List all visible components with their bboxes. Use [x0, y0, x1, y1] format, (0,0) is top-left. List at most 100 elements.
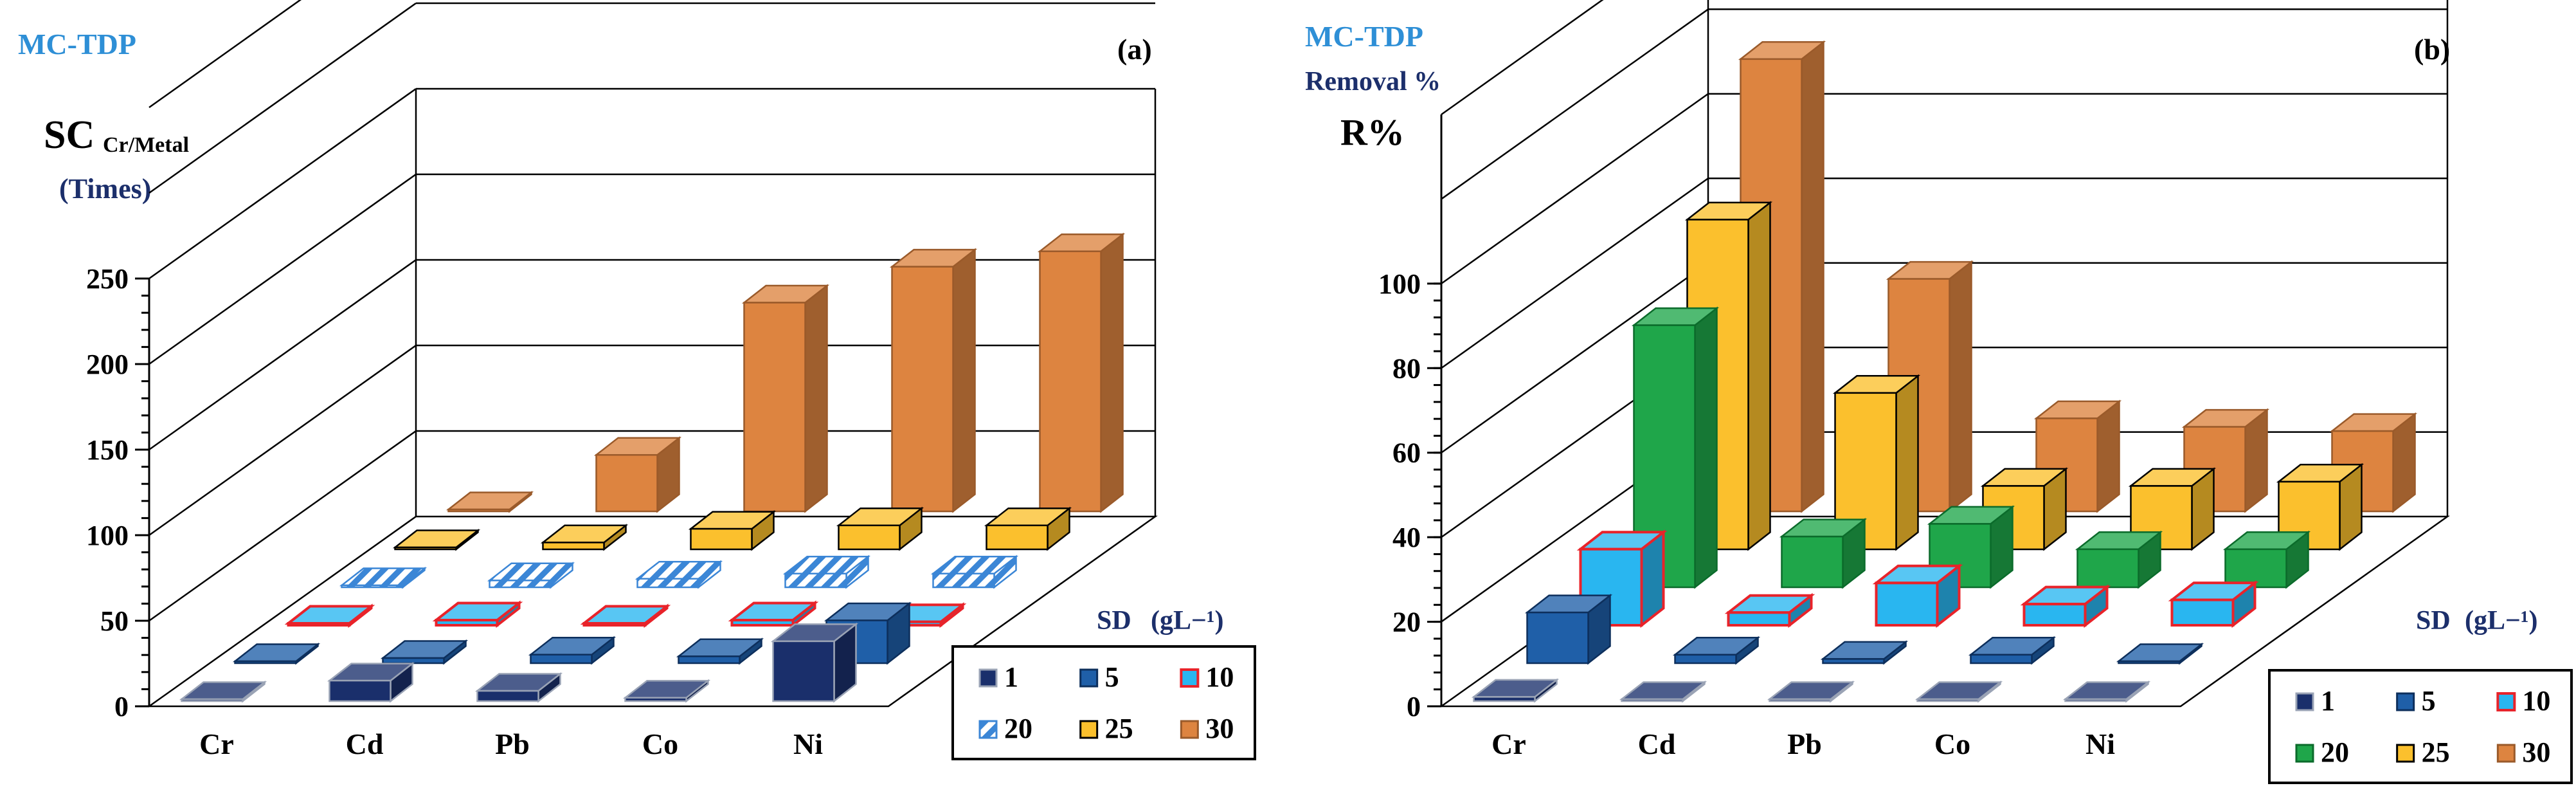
- legend-swatch-5: [2396, 692, 2415, 711]
- bar-top: [232, 643, 321, 663]
- bar-front: [382, 657, 445, 664]
- bar-1-Ni: [770, 622, 859, 703]
- bar-5-Pb: [528, 636, 617, 665]
- bar-front: [986, 524, 1049, 551]
- bar-20-Cd: [487, 562, 575, 589]
- bar-10-Co: [2020, 584, 2111, 628]
- side-gridline: [149, 87, 417, 280]
- bar-front: [530, 654, 593, 664]
- panel-a-ylabel-sub: Cr/Metal: [103, 133, 189, 157]
- back-wall: [149, 0, 1157, 622]
- legend: 1 5 10 20 25 30: [951, 645, 1256, 760]
- bar-5-Cd: [1672, 636, 1761, 665]
- y-tick-label: 100: [86, 520, 129, 551]
- bar-front: [2076, 548, 2139, 589]
- bar-5-Pb: [1820, 640, 1909, 665]
- bar-front: [582, 622, 647, 627]
- panel-a-legend-title: SD: [1097, 606, 1131, 636]
- legend-swatch-10: [2496, 692, 2516, 711]
- bar-25-Ni: [984, 506, 1072, 551]
- side-gridline: [149, 173, 417, 365]
- bar-20-Ni: [930, 554, 1019, 589]
- bar-front: [932, 572, 995, 589]
- bar-20-Cr: [339, 566, 428, 589]
- bar-top: [284, 605, 375, 625]
- bar-1-Ni: [2062, 680, 2151, 703]
- bar-top: [622, 679, 711, 699]
- y-tick-label: 80: [1392, 353, 1421, 384]
- legend-label-30: 30: [2522, 737, 2550, 768]
- category-label: Pb: [495, 728, 530, 760]
- category-label: Pb: [1787, 728, 1822, 760]
- bar-front: [595, 453, 658, 513]
- panel-a-legend-unit: (gL−¹): [1151, 606, 1224, 636]
- category-label: Co: [1934, 728, 1970, 760]
- legend-label-25: 25: [1105, 713, 1133, 744]
- bar-front: [2022, 603, 2087, 627]
- bar-20-Cd: [1779, 518, 1868, 589]
- bar-side: [804, 284, 828, 513]
- legend-label-10: 10: [1205, 661, 1234, 693]
- bar-front: [743, 302, 806, 513]
- y-tick-label: 20: [1392, 607, 1421, 638]
- y-tick-label: 40: [1392, 522, 1421, 553]
- bar-front: [2035, 417, 2098, 513]
- bar-front: [287, 622, 351, 627]
- bar-front: [2064, 698, 2127, 702]
- bar-1-Cd: [327, 662, 415, 703]
- bar-front: [784, 572, 847, 589]
- bar-front: [542, 542, 605, 551]
- bar-side: [952, 248, 976, 513]
- legend-label-30: 30: [1205, 713, 1234, 744]
- bar-side: [1100, 232, 1124, 513]
- bar-25-Cd: [540, 524, 629, 551]
- y-tick-label: 250: [86, 263, 129, 295]
- y-tick-label: 60: [1392, 437, 1421, 469]
- bar-front: [1970, 654, 2033, 664]
- bar-10-Cd: [1724, 592, 1815, 628]
- bar-front: [690, 527, 753, 551]
- side-gridline: [149, 259, 417, 451]
- y-tick-label: 200: [86, 349, 129, 380]
- side-gridline: [149, 2, 417, 194]
- bar-side: [2096, 399, 2120, 513]
- bar-1-Pb: [474, 672, 563, 703]
- bar-top: [1914, 681, 2003, 701]
- panel-a-method-title: MC-TDP: [18, 28, 136, 60]
- bar-1-Co: [1914, 680, 2003, 703]
- panel-a-plot: 0 50 100 150 200 250 Cr Cd Pb Co Ni 1 5 10 20 25 30: [86, 0, 1256, 760]
- bar-10-Pb: [1872, 563, 1963, 628]
- category-label: Co: [642, 728, 678, 760]
- panel-b-plot: 0 20 40 60 80 100 Cr Cd Pb Co Ni 1 5 10 20 25 30: [1378, 0, 2573, 784]
- y-tick-label: 100: [1378, 268, 1421, 300]
- bar-front: [624, 697, 687, 702]
- legend-label-25: 25: [2422, 737, 2450, 768]
- bar-front: [1621, 698, 1684, 702]
- bar-front: [1674, 654, 1737, 664]
- bar-5-Co: [676, 637, 764, 665]
- category-label: Ni: [2085, 728, 2115, 760]
- bar-front: [435, 619, 499, 627]
- bar-25-Cr: [392, 528, 481, 551]
- bar-5-Cr: [1524, 594, 1613, 665]
- bar-20-Ni: [2222, 530, 2311, 589]
- bar-front: [1727, 611, 1791, 627]
- bar-front: [1526, 611, 1589, 664]
- bar-front: [1822, 658, 1885, 664]
- legend-swatch-20: [2295, 744, 2314, 763]
- bar-1-Co: [622, 679, 711, 703]
- legend-swatch-5: [1079, 668, 1099, 688]
- y-tick-label: 0: [114, 691, 129, 722]
- legend-swatch-10: [1180, 668, 1200, 688]
- legend-label-5: 5: [2422, 685, 2436, 717]
- bar-front: [891, 266, 954, 513]
- bar-10-Co: [728, 600, 819, 628]
- bar-25-Co: [836, 506, 924, 551]
- legend-swatch-30: [2496, 744, 2516, 763]
- bar-25-Ni: [2276, 463, 2364, 551]
- bar-5-Co: [1968, 636, 2057, 665]
- panel-a: MC-TDP (a) SC Cr/Metal (Times) SD (gL−¹): [18, 28, 1224, 636]
- bar-front: [341, 584, 404, 589]
- bar-20-Co: [782, 554, 871, 589]
- bar-20-Co: [2075, 530, 2163, 589]
